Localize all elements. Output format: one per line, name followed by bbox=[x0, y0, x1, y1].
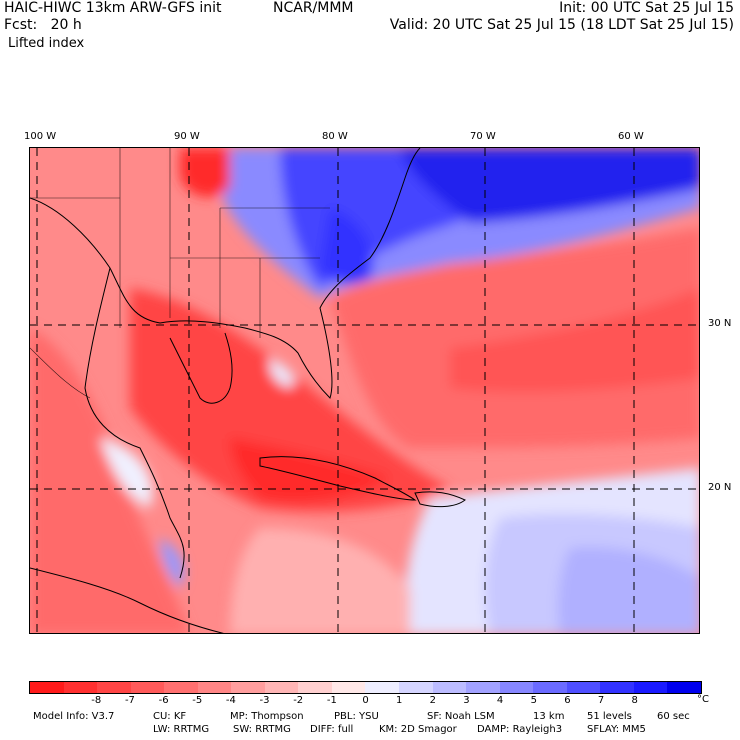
colorbar-unit: °C bbox=[697, 694, 709, 705]
us-coastline bbox=[30, 148, 421, 399]
colorbar-tick-label: -2 bbox=[293, 695, 304, 706]
colorbar-tick-label: 6 bbox=[564, 695, 571, 706]
data-source: NCAR/MMM bbox=[273, 0, 354, 16]
central-america-coastline bbox=[30, 567, 224, 633]
colorbar-segment bbox=[566, 682, 601, 693]
mexico-coastline bbox=[84, 267, 185, 579]
model-info-damp: DAMP: Rayleigh3 bbox=[477, 724, 563, 735]
colorbar-tick-label: -3 bbox=[259, 695, 270, 706]
model-info-resolution: 13 km bbox=[533, 711, 565, 722]
colorbar-tick-label: -7 bbox=[124, 695, 135, 706]
valid-time: Valid: 20 UTC Sat 25 Jul 15 (18 LDT Sat … bbox=[389, 17, 734, 33]
init-time: Init: 00 UTC Sat 25 Jul 15 bbox=[559, 0, 734, 16]
colorbar-segment bbox=[399, 682, 433, 693]
model-info-cu: CU: KF bbox=[153, 711, 187, 722]
map-canvas bbox=[30, 148, 699, 633]
field-name: Lifted index bbox=[8, 36, 85, 51]
colorbar-segment bbox=[533, 682, 567, 693]
colorbar-tick-label: 8 bbox=[631, 695, 638, 706]
colorbar-tick-label: 2 bbox=[429, 695, 436, 706]
colorbar-segment bbox=[633, 682, 668, 693]
lon-label-60w: 60 W bbox=[618, 131, 644, 142]
model-info-km: KM: 2D Smagor bbox=[379, 724, 457, 735]
colorbar-tick-label: -6 bbox=[158, 695, 169, 706]
colorbar-segment bbox=[30, 682, 64, 693]
lon-label-100w: 100 W bbox=[24, 131, 57, 142]
colorbar-tick-label: -4 bbox=[225, 695, 236, 706]
colorbar-tick-label: 1 bbox=[395, 695, 403, 706]
lon-label-80w: 80 W bbox=[322, 131, 348, 142]
colorbar-segment bbox=[97, 682, 131, 693]
lifted-index-map bbox=[29, 147, 700, 634]
colorbar-segment bbox=[499, 682, 534, 693]
lat-label-30n: 30 N bbox=[708, 318, 732, 329]
map-title: HAIC-HIWC 13km ARW-GFS init bbox=[4, 0, 222, 16]
colorbar-segment bbox=[667, 682, 701, 693]
colorbar-segment bbox=[164, 682, 198, 693]
colorbar-tick-label: 3 bbox=[463, 695, 470, 706]
model-info-sf: SF: Noah LSM bbox=[427, 711, 495, 722]
colorbar-segment bbox=[331, 682, 366, 693]
colorbar-tick-label: -8 bbox=[91, 695, 102, 706]
colorbar-segment bbox=[130, 682, 165, 693]
model-info-timestep: 60 sec bbox=[657, 711, 690, 722]
colorbar bbox=[29, 681, 702, 694]
colorbar-segment bbox=[264, 682, 299, 693]
model-info-pbl: PBL: YSU bbox=[334, 711, 379, 722]
political-boundaries bbox=[30, 148, 330, 399]
hispaniola-outline bbox=[414, 491, 466, 508]
lat-label-20n: 20 N bbox=[708, 482, 732, 493]
colorbar-segment bbox=[231, 682, 265, 693]
colorbar-tick-label: 0 bbox=[362, 695, 369, 706]
forecast-hour: Fcst: 20 h bbox=[4, 17, 82, 33]
colorbar-segment bbox=[365, 682, 400, 693]
colorbar-tick-label: 5 bbox=[530, 695, 537, 706]
shaded-field bbox=[30, 148, 699, 633]
state-borders bbox=[30, 148, 330, 338]
model-info-levels: 51 levels bbox=[587, 711, 632, 722]
colorbar-segment bbox=[600, 682, 634, 693]
colorbar-tick-label: 7 bbox=[597, 695, 605, 706]
colorbar-segment bbox=[432, 682, 467, 693]
graticule bbox=[30, 148, 699, 633]
model-info-mp: MP: Thompson bbox=[230, 711, 304, 722]
lon-label-90w: 90 W bbox=[174, 131, 200, 142]
model-info-lw: LW: RRTMG bbox=[153, 724, 210, 735]
colorbar-tick-label: 4 bbox=[496, 695, 504, 706]
colorbar-segment bbox=[63, 682, 98, 693]
colorbar-segment bbox=[197, 682, 232, 693]
coastlines bbox=[30, 148, 466, 633]
yucatan-coastline bbox=[169, 332, 233, 404]
model-info-sw: SW: RRTMG bbox=[233, 724, 291, 735]
model-info-sflay: SFLAY: MM5 bbox=[587, 724, 646, 735]
lon-label-70w: 70 W bbox=[470, 131, 496, 142]
colorbar-segment bbox=[466, 682, 500, 693]
model-info-diff: DIFF: full bbox=[310, 724, 354, 735]
mexico-border bbox=[30, 347, 91, 399]
cuba-outline bbox=[259, 456, 417, 501]
colorbar-tick-label: -1 bbox=[326, 695, 337, 706]
colorbar-segment bbox=[298, 682, 332, 693]
colorbar-tick-label: -5 bbox=[192, 695, 203, 706]
model-info-version: Model Info: V3.7 bbox=[33, 711, 115, 722]
